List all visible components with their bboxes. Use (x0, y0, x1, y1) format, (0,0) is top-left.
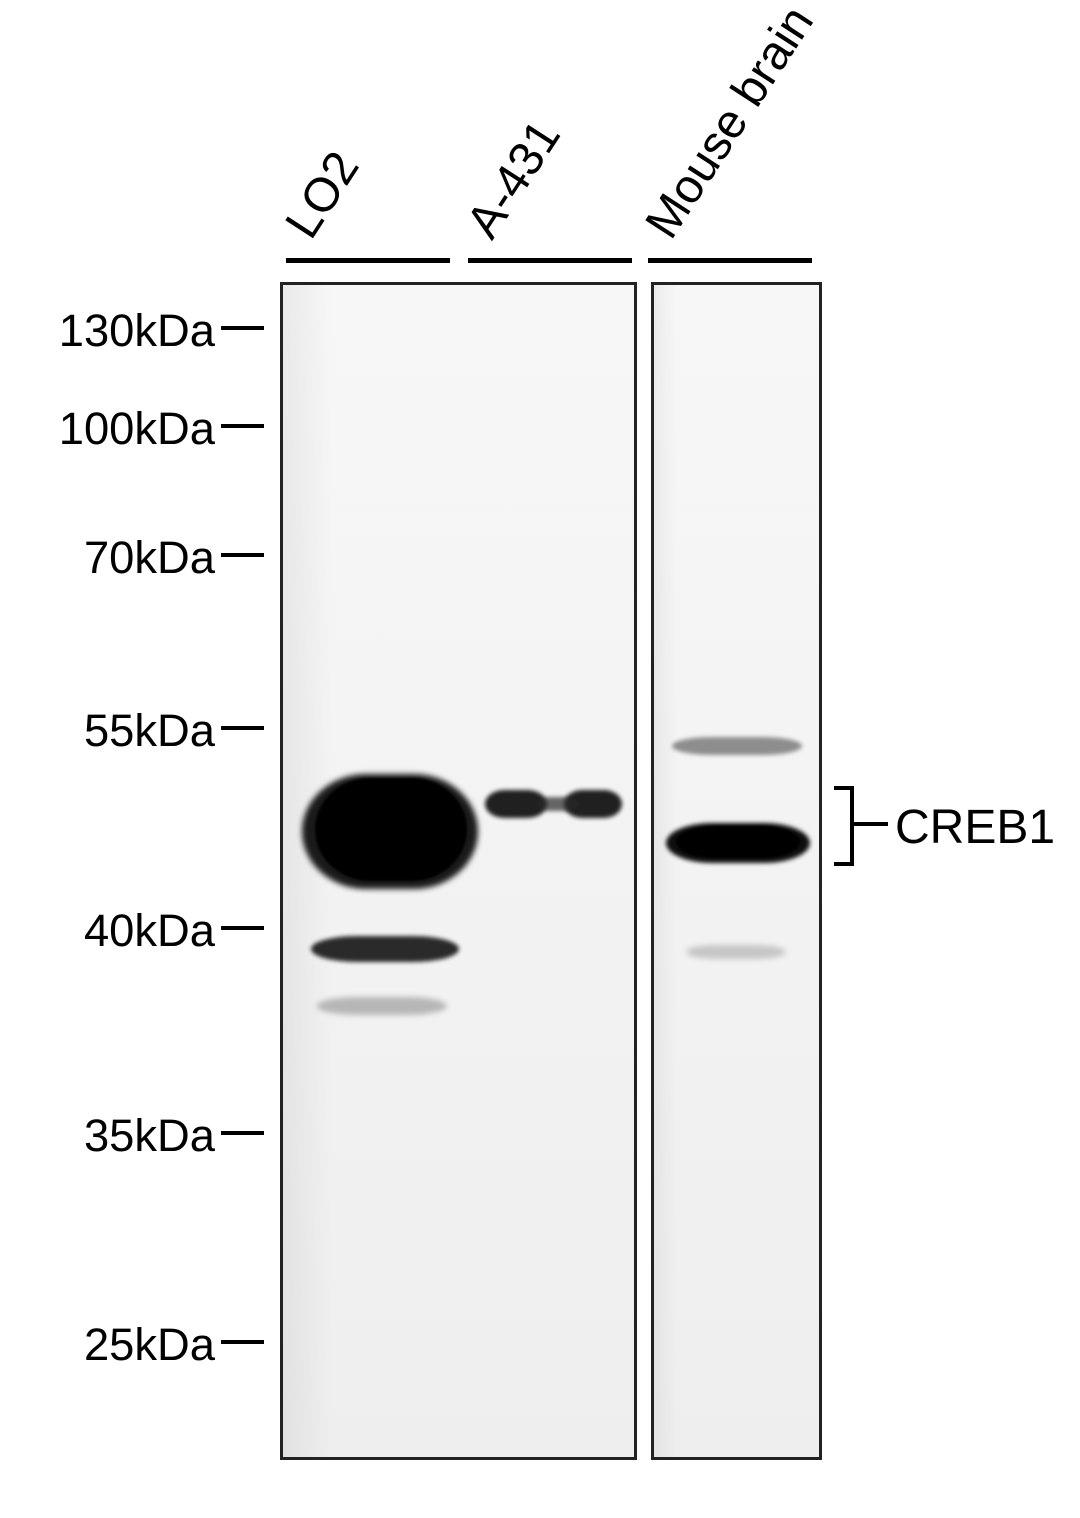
lane-label-a-431: A-431 (456, 111, 572, 248)
blot-background (654, 285, 819, 1457)
band-mouse-main-core (676, 826, 800, 858)
band-a431-band-bridge (538, 797, 578, 811)
band-mouse-upper-faint (672, 737, 802, 755)
lane-label-mouse-brain: Mouse brain (635, 0, 825, 248)
target-bracket-stem (854, 822, 888, 826)
blot-strip (280, 282, 637, 1460)
mw-label-35kda: 35kDa (84, 1110, 215, 1162)
lane-label-lo2: LO2 (275, 142, 371, 248)
mw-label-40kda: 40kDa (84, 905, 215, 957)
mw-label-70kda: 70kDa (84, 532, 215, 584)
target-protein-label: CREB1 (895, 800, 1055, 855)
band-mouse-lower-faint (686, 945, 786, 959)
mw-label-25kda: 25kDa (84, 1319, 215, 1371)
mw-label-100kda: 100kDa (59, 403, 215, 455)
mw-tick (221, 926, 264, 930)
lane-underline (286, 258, 450, 263)
mw-tick (221, 1340, 264, 1344)
western-blot-figure: 130kDa 100kDa 70kDa 55kDa 40kDa 35kDa 25kDa LO2… (0, 0, 1080, 1518)
lane-underline (468, 258, 632, 263)
target-bracket (834, 786, 854, 866)
band-lo2-faint-band (317, 997, 447, 1015)
lane-underline (648, 258, 812, 263)
mw-tick (221, 424, 264, 428)
mw-tick (221, 726, 264, 730)
band-lo2-main-blob-core (315, 778, 467, 881)
mw-label-55kda: 55kDa (84, 705, 215, 757)
band-lo2-sub-band (311, 936, 459, 962)
mw-tick (221, 1131, 264, 1135)
blot-strip (651, 282, 822, 1460)
mw-tick (221, 326, 264, 330)
mw-tick (221, 553, 264, 557)
mw-label-130kda: 130kDa (59, 305, 215, 357)
